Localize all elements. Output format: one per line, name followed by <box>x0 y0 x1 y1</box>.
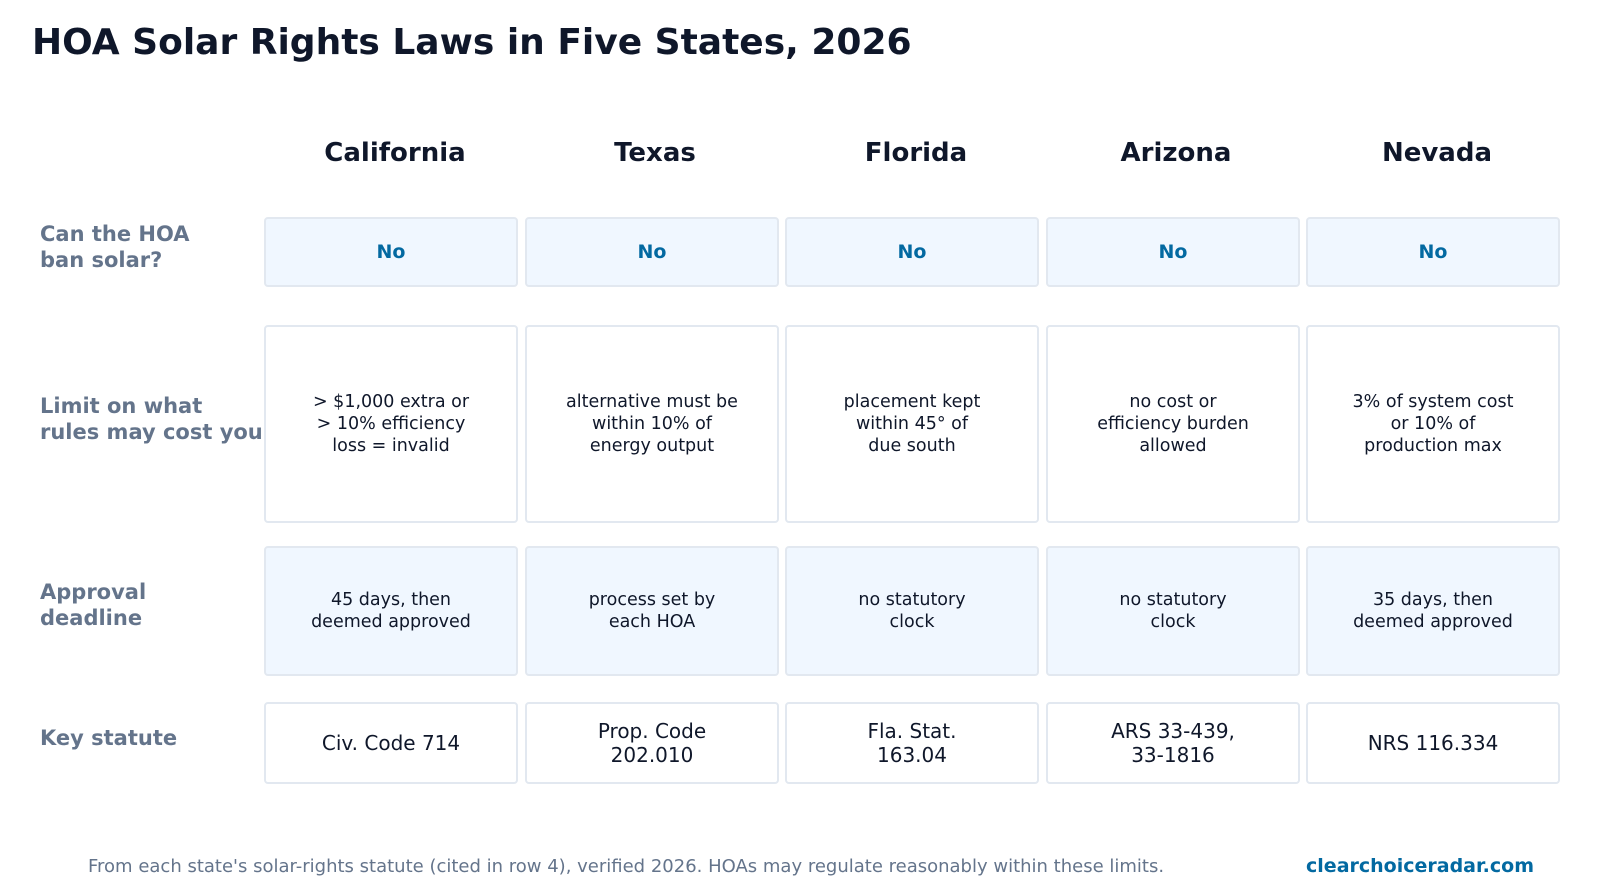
table-cell-ban-texas: No <box>525 217 779 287</box>
table-cell-limit-california: > $1,000 extra or > 10% efficiency loss … <box>264 325 518 523</box>
table-cell-statute-arizona: ARS 33-439, 33-1816 <box>1046 702 1300 784</box>
page-title: HOA Solar Rights Laws in Five States, 20… <box>32 22 912 63</box>
table-cell-statute-texas: Prop. Code 202.010 <box>525 702 779 784</box>
brand-link[interactable]: clearchoiceradar.com <box>1306 855 1534 877</box>
table-cell-deadline-florida: no statutory clock <box>785 546 1039 676</box>
table-cell-ban-california: No <box>264 217 518 287</box>
row-label-ban: Can the HOA ban solar? <box>40 222 190 272</box>
column-header-florida: Florida <box>864 138 968 168</box>
table-cell-statute-florida: Fla. Stat. 163.04 <box>785 702 1039 784</box>
column-header-texas: Texas <box>614 138 696 168</box>
table-cell-statute-nevada: NRS 116.334 <box>1306 702 1560 784</box>
column-header-nevada: Nevada <box>1381 138 1493 168</box>
table-cell-limit-florida: placement kept within 45° of due south <box>785 325 1039 523</box>
table-cell-deadline-texas: process set by each HOA <box>525 546 779 676</box>
table-cell-limit-texas: alternative must be within 10% of energy… <box>525 325 779 523</box>
table-cell-ban-nevada: No <box>1306 217 1560 287</box>
table-cell-ban-arizona: No <box>1046 217 1300 287</box>
table-cell-deadline-california: 45 days, then deemed approved <box>264 546 518 676</box>
table-cell-limit-nevada: 3% of system cost or 10% of production m… <box>1306 325 1560 523</box>
column-header-california: California <box>324 138 466 168</box>
row-label-key-statute: Key statute <box>40 726 178 750</box>
table-cell-statute-california: Civ. Code 714 <box>264 702 518 784</box>
row-label-approval-deadline: Approval deadline <box>40 580 147 630</box>
table-cell-limit-arizona: no cost or efficiency burden allowed <box>1046 325 1300 523</box>
row-label-cost-limit: Limit on what rules may cost you <box>40 394 263 444</box>
table-cell-deadline-nevada: 35 days, then deemed approved <box>1306 546 1560 676</box>
column-header-arizona: Arizona <box>1120 138 1232 168</box>
source-note: From each state's solar-rights statute (… <box>88 856 1165 877</box>
table-cell-ban-florida: No <box>785 217 1039 287</box>
table-cell-deadline-arizona: no statutory clock <box>1046 546 1300 676</box>
